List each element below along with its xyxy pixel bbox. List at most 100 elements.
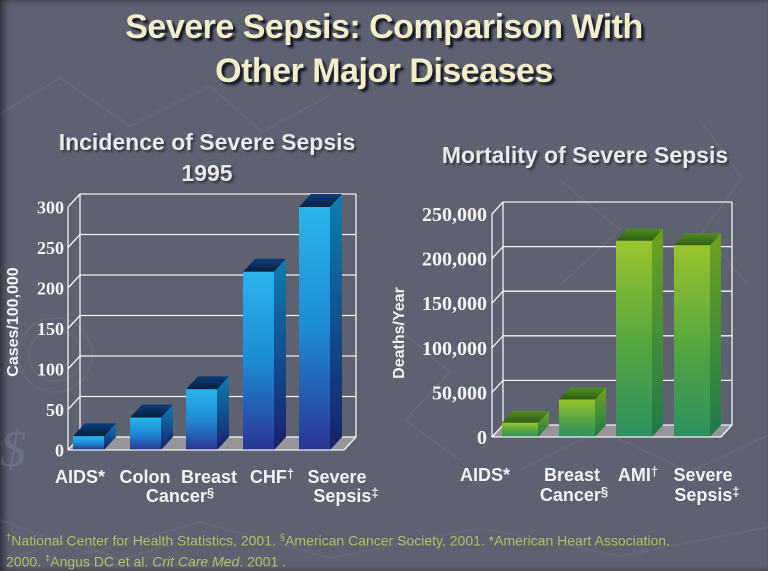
bar-front-face	[243, 271, 274, 450]
bar-side-face	[274, 258, 286, 450]
y-tick-label: 250	[37, 238, 64, 258]
category-label: CHF†	[250, 466, 294, 487]
footnote-superscript: §	[279, 532, 286, 543]
bar-top-face	[243, 258, 286, 272]
y-tick-label: 300	[37, 197, 64, 217]
bar-top-face	[299, 194, 342, 207]
bar-front-face	[502, 422, 538, 437]
category-label: Sepsis‡	[313, 485, 378, 506]
texture-circle	[28, 328, 82, 382]
y-tick-label: 200	[37, 278, 64, 298]
floor-right-edge	[720, 424, 733, 438]
tick-mark	[491, 424, 504, 438]
footnote-italic: Crit Care Med	[152, 553, 240, 570]
tick-mark	[491, 246, 504, 260]
tick-mark	[67, 234, 81, 248]
tick-mark	[491, 379, 504, 393]
texture-line	[0, 519, 768, 560]
tick-mark	[67, 193, 81, 208]
category-label: Cancer§	[146, 485, 214, 506]
category-label: Breast	[181, 467, 237, 487]
category-label: AIDS*	[55, 467, 105, 487]
y-tick-label: 0	[55, 440, 64, 460]
category-label: Cancer§	[540, 484, 608, 505]
texture-circle	[17, 317, 93, 393]
category-label: AIDS*	[460, 465, 510, 485]
texture-line	[19, 538, 181, 562]
bar-side-face	[538, 410, 549, 437]
mortality-bar-2	[616, 228, 663, 437]
y-tick-label: 100,000	[422, 338, 487, 360]
texture-line	[0, 76, 331, 134]
tick-mark	[67, 274, 81, 289]
tick-mark	[67, 396, 81, 410]
bar-top-face	[616, 228, 663, 241]
bar-side-face	[217, 376, 229, 450]
category-label: Sepsis‡	[674, 484, 739, 505]
mortality-bar-1	[559, 387, 606, 437]
texture-line	[519, 428, 768, 474]
incidence-bar-0	[73, 423, 116, 450]
incidence-bar-4	[299, 194, 342, 450]
y-tick-label: 200,000	[422, 249, 487, 271]
incidence-bar-3	[243, 258, 286, 450]
category-label: Severe	[673, 465, 732, 485]
mortality-bar-0	[502, 410, 549, 437]
bar-top-face	[186, 376, 229, 390]
tick-mark	[491, 335, 504, 349]
bar-side-face	[104, 423, 116, 450]
bar-side-face	[595, 387, 606, 437]
tick-mark	[67, 355, 81, 370]
category-label: Colon	[120, 467, 171, 487]
dollar-watermark: $	[0, 421, 26, 478]
slide-title-line1: Severe Sepsis: Comparison With	[125, 8, 643, 46]
y-tick-label: 100	[37, 359, 64, 379]
tick-mark	[491, 290, 504, 304]
footnote-superscript: †	[6, 532, 12, 543]
y-axis-title: Cases/100,000	[5, 267, 22, 377]
bar-front-face	[299, 207, 330, 450]
bar-side-face	[330, 194, 342, 450]
texture-line	[399, 329, 461, 461]
bar-front-face	[674, 245, 710, 437]
bar-top-face	[559, 387, 606, 400]
floor-right-edge	[343, 436, 357, 451]
mortality-title-line1: Mortality of Severe Sepsis	[441, 142, 729, 168]
y-tick-label: 150,000	[422, 293, 487, 315]
incidence-title-line1: Incidence of Severe Sepsis	[58, 129, 356, 155]
bar-top-face	[502, 410, 549, 423]
bar-top-face	[674, 233, 721, 246]
footnote: †National Center for Health Statistics, …	[6, 532, 670, 570]
slide-title: Severe Sepsis: Comparison With Other Maj…	[0, 5, 768, 93]
category-label: AMI†	[618, 464, 658, 485]
bar-side-face	[652, 228, 663, 437]
incidence-bar-1	[130, 404, 173, 450]
bar-side-face	[710, 233, 721, 437]
y-axis-title: Deaths/Year	[391, 287, 408, 379]
texture-line	[559, 179, 622, 286]
bar-front-face	[186, 389, 217, 450]
incidence-chart-title: Incidence of Severe Sepsis 1995	[22, 127, 392, 189]
tick-mark	[67, 315, 81, 329]
y-tick-label: 50,000	[432, 382, 487, 404]
y-tick-label: 0	[477, 427, 487, 449]
bar-front-face	[616, 240, 652, 437]
category-label: Breast	[544, 465, 600, 485]
texture-line	[699, 119, 749, 285]
chart-floor	[492, 425, 732, 437]
y-tick-label: 50	[46, 400, 64, 420]
bar-top-face	[73, 423, 116, 437]
mortality-bar-3	[674, 233, 721, 437]
incidence-title-line2: 1995	[181, 160, 233, 186]
mortality-chart: 0 50,000 100,000 150,000 200,000 250,000 AIDS*…	[391, 201, 740, 505]
slide-title-line2: Other Major Diseases	[215, 52, 553, 90]
footnote-superscript: ‡	[44, 553, 51, 565]
category-label: Severe	[307, 467, 366, 487]
y-tick-label: 250,000	[422, 204, 487, 226]
incidence-bar-2	[186, 376, 229, 450]
bar-top-face	[130, 404, 173, 418]
bar-front-face	[559, 399, 595, 437]
